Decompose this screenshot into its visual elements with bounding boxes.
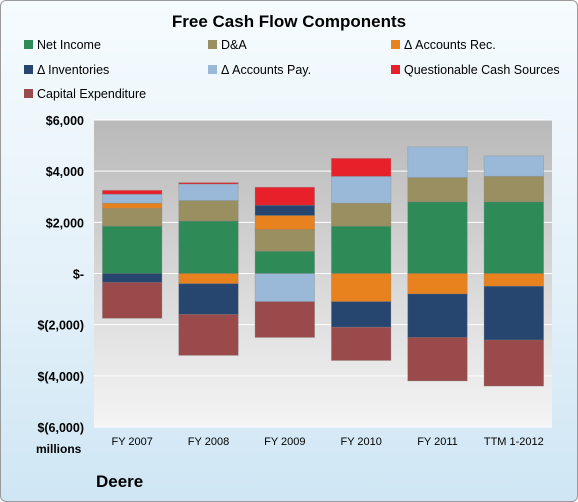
bar-segment bbox=[407, 273, 468, 295]
x-tick-label: FY 2008 bbox=[188, 436, 229, 448]
bar-segment bbox=[254, 186, 316, 206]
legend-swatch bbox=[208, 40, 217, 49]
bar-segment bbox=[330, 301, 392, 328]
bar-segment bbox=[330, 225, 392, 274]
x-tick-label: TTM 1-2012 bbox=[484, 436, 544, 448]
x-tick-label: FY 2011 bbox=[417, 436, 458, 448]
bar-segment bbox=[178, 220, 239, 274]
y-tick-label: $(6,000) bbox=[37, 421, 84, 435]
bar-segment bbox=[254, 229, 316, 252]
chart-title: Free Cash Flow Components bbox=[171, 12, 407, 31]
legend-swatch bbox=[391, 65, 400, 74]
bar-segment bbox=[407, 293, 468, 338]
x-tick-label: FY 2009 bbox=[264, 436, 305, 448]
bar-segment bbox=[178, 183, 239, 201]
y-tick-label: $- bbox=[73, 268, 84, 282]
bar-segment bbox=[178, 283, 239, 315]
bar-segment bbox=[330, 273, 392, 303]
bar-segment bbox=[101, 225, 163, 274]
y-tick-label: $2,000 bbox=[46, 216, 84, 230]
legend-swatch bbox=[391, 40, 400, 49]
legend-label: Capital Expenditure bbox=[37, 87, 147, 101]
bar-segment bbox=[101, 202, 163, 209]
bar-segment bbox=[330, 175, 392, 204]
x-tick-label: FY 2007 bbox=[111, 436, 152, 448]
x-tick-label: FY 2010 bbox=[340, 436, 381, 448]
bar-segment bbox=[407, 337, 468, 382]
bar-segment bbox=[483, 339, 545, 387]
y-tick-label: $4,000 bbox=[46, 165, 84, 179]
bar-segment bbox=[254, 215, 316, 230]
bar-segment bbox=[178, 273, 239, 285]
bar-segment bbox=[483, 201, 545, 274]
bar-segment bbox=[178, 182, 239, 185]
bar-segment bbox=[178, 314, 239, 356]
legend-swatch bbox=[24, 65, 33, 74]
legend-label: Δ Accounts Rec. bbox=[404, 38, 496, 52]
bar-segment bbox=[483, 285, 545, 341]
legend-item-da: D&A bbox=[208, 38, 247, 52]
bar-segment bbox=[101, 273, 163, 283]
legend-item-questionable: Questionable Cash Sources bbox=[391, 63, 560, 77]
bar-segment bbox=[407, 177, 468, 203]
y-tick-label: $(4,000) bbox=[37, 370, 84, 384]
y-tick-label: $(2,000) bbox=[37, 319, 84, 333]
bar-segment bbox=[101, 193, 163, 204]
bar-segment bbox=[101, 189, 163, 195]
bar-segment bbox=[101, 207, 163, 227]
bar-segment bbox=[254, 301, 316, 338]
bar-segment bbox=[483, 273, 545, 287]
bar-segment bbox=[178, 200, 239, 222]
legend-label: Δ Inventories bbox=[37, 63, 110, 77]
legend-swatch bbox=[24, 89, 33, 98]
bar-segment bbox=[483, 155, 545, 177]
legend-swatch bbox=[208, 65, 217, 74]
bar-segment bbox=[254, 204, 316, 216]
legend-label: Questionable Cash Sources bbox=[404, 63, 560, 77]
legend-label: Net Income bbox=[37, 38, 101, 52]
bar-segment bbox=[407, 146, 468, 178]
bar-segment bbox=[330, 202, 392, 227]
legend-item-inventories: Δ Inventories bbox=[24, 63, 109, 77]
legend-item-accounts-rec: Δ Accounts Rec. bbox=[391, 38, 496, 52]
legend-swatch bbox=[24, 40, 33, 49]
legend-label: Δ Accounts Pay. bbox=[221, 63, 312, 77]
bar-segment bbox=[330, 326, 392, 361]
legend-item-accounts-pay: Δ Accounts Pay. bbox=[208, 63, 311, 77]
bar-segment bbox=[101, 282, 163, 319]
y-tick-label: $6,000 bbox=[46, 114, 84, 128]
legend-item-capex: Capital Expenditure bbox=[24, 87, 146, 101]
legend-item-net-income: Net Income bbox=[24, 38, 101, 52]
legend-label: D&A bbox=[221, 38, 247, 52]
bar-segment bbox=[254, 273, 316, 303]
bar-segment bbox=[254, 250, 316, 274]
units-label: millions bbox=[36, 442, 82, 456]
company-name: Deere bbox=[96, 472, 144, 491]
bar-segment bbox=[483, 175, 545, 203]
bar-segment bbox=[407, 201, 468, 274]
bar-segment bbox=[330, 157, 392, 177]
